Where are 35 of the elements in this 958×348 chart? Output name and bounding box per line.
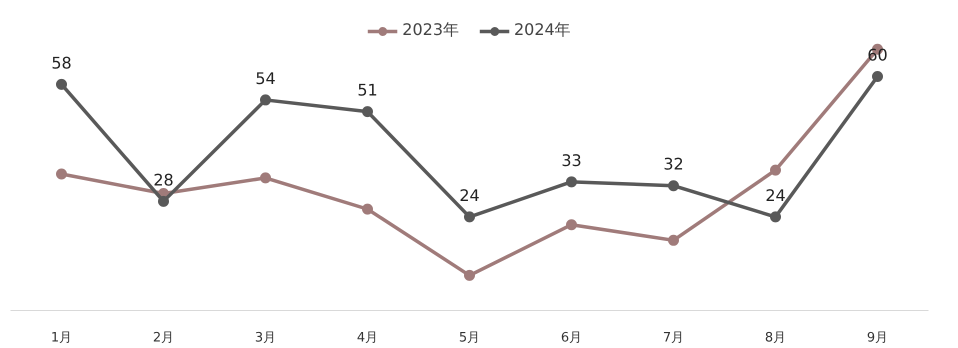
legend-label: 2024年 xyxy=(514,20,571,41)
x-tick-label: 2月 xyxy=(152,330,174,346)
point xyxy=(362,204,373,215)
data-label: 32 xyxy=(663,154,684,174)
data-label: 24 xyxy=(459,186,480,205)
point xyxy=(158,196,169,207)
point xyxy=(566,219,577,230)
x-tick-label: 5月 xyxy=(458,330,480,346)
x-tick-label: 6月 xyxy=(560,330,582,346)
point xyxy=(56,168,67,180)
data-label: 24 xyxy=(765,186,786,205)
x-tick-label: 3月 xyxy=(254,330,276,346)
point xyxy=(668,180,679,192)
point xyxy=(566,176,577,188)
point xyxy=(668,234,679,246)
legend-label: 2023年 xyxy=(402,20,459,41)
point xyxy=(56,78,67,90)
data-label: 33 xyxy=(561,150,582,170)
point xyxy=(872,71,883,82)
point xyxy=(260,172,271,184)
x-tick-label: 1月 xyxy=(50,330,72,346)
x-tick-label: 8月 xyxy=(764,330,786,346)
point xyxy=(260,94,271,106)
point xyxy=(770,211,781,222)
data-label: 58 xyxy=(51,53,72,72)
x-tick-label: 4月 xyxy=(356,330,378,346)
data-label: 51 xyxy=(357,80,378,100)
data-label: 28 xyxy=(153,170,174,190)
point xyxy=(770,164,781,176)
x-tick-label: 7月 xyxy=(662,330,684,346)
data-label: 54 xyxy=(255,68,276,88)
point xyxy=(464,211,475,222)
point xyxy=(362,106,373,118)
x-tick-label: 9月 xyxy=(866,330,888,346)
point xyxy=(464,270,475,281)
